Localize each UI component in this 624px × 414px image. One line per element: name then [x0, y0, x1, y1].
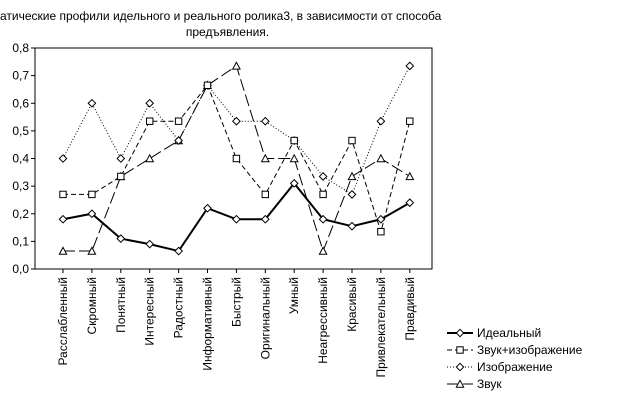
data-point	[405, 171, 415, 181]
data-point	[377, 228, 385, 236]
data-point	[203, 81, 212, 89]
x-tick-label: Радостный	[172, 277, 186, 338]
data-point	[174, 246, 184, 256]
data-point	[318, 214, 328, 224]
x-tick-label: Понятный	[114, 277, 128, 333]
data-point	[260, 214, 270, 224]
x-tick-label: Неагрессивный	[316, 277, 330, 364]
data-point	[347, 190, 357, 199]
data-point	[58, 246, 68, 255]
data-point	[88, 190, 96, 199]
x-tick-label: Привлекательный	[374, 277, 388, 378]
data-point	[116, 234, 126, 244]
data-point	[117, 172, 125, 181]
data-point	[289, 178, 299, 188]
data-point	[145, 98, 155, 108]
data-point	[318, 246, 328, 255]
data-point	[203, 203, 212, 213]
data-point	[58, 214, 68, 224]
data-point	[232, 154, 241, 163]
x-tick-label: Расслабленный	[56, 277, 70, 366]
data-point	[146, 117, 154, 125]
data-point	[231, 116, 241, 126]
y-tick-label: 0,1	[12, 234, 29, 248]
x-tick-label: Скромный	[85, 277, 99, 334]
x-tick-label: Оригинальный	[258, 277, 272, 359]
y-tick-label: 0,5	[12, 124, 29, 138]
data-point	[319, 190, 327, 199]
x-tick-label: Правдивый	[403, 277, 417, 341]
data-point	[174, 117, 183, 125]
data-point	[174, 136, 184, 145]
x-tick-label: Красивый	[345, 277, 359, 332]
y-tick-label: 0,2	[12, 207, 29, 221]
legend-label: Звук	[477, 377, 502, 391]
data-point	[348, 136, 356, 145]
legend-marker	[455, 328, 465, 338]
data-point	[376, 153, 386, 163]
data-point	[261, 190, 270, 199]
data-point	[260, 153, 270, 163]
legend-marker	[456, 346, 464, 354]
x-tick-label: Быстрый	[229, 277, 243, 327]
data-point	[231, 214, 241, 224]
x-tick-label: Умный	[287, 277, 301, 314]
chart-title: атические профили идельного и реального …	[0, 8, 624, 44]
data-point	[145, 153, 155, 163]
data-point	[59, 190, 67, 199]
data-point	[376, 214, 386, 224]
data-point	[347, 171, 357, 181]
data-point	[116, 154, 126, 163]
x-tick-label: Информативный	[201, 277, 215, 371]
y-tick-label: 0,4	[12, 152, 29, 166]
data-point	[231, 61, 241, 70]
data-point	[87, 246, 97, 255]
legend-label: Идеальный	[477, 326, 541, 340]
data-point	[290, 136, 298, 145]
y-tick-label: 0,8	[12, 41, 29, 55]
data-point	[347, 221, 357, 231]
data-point	[376, 116, 386, 126]
data-point	[87, 209, 97, 219]
data-point	[289, 153, 299, 163]
chart-title-line-1: атические профили идельного и реального …	[0, 9, 442, 23]
data-point	[58, 154, 68, 163]
y-tick-label: 0,6	[12, 96, 29, 110]
data-point	[87, 98, 97, 108]
data-point	[406, 117, 414, 125]
data-point	[405, 198, 415, 208]
data-point	[145, 239, 155, 249]
legend-marker	[455, 362, 465, 372]
y-tick-label: 0,3	[12, 179, 29, 193]
legend-marker	[455, 379, 465, 388]
data-point	[405, 61, 415, 71]
y-tick-label: 0,0	[12, 262, 29, 276]
x-tick-label: Интересный	[143, 277, 157, 346]
legend-label: Звук+изображение	[477, 343, 583, 357]
chart-title-line-2: предъявления.	[185, 25, 270, 39]
y-tick-label: 0,7	[12, 69, 29, 83]
legend-label: Изображение	[477, 360, 553, 374]
data-point	[260, 116, 270, 126]
series-line	[62, 65, 411, 196]
data-point	[318, 172, 328, 181]
